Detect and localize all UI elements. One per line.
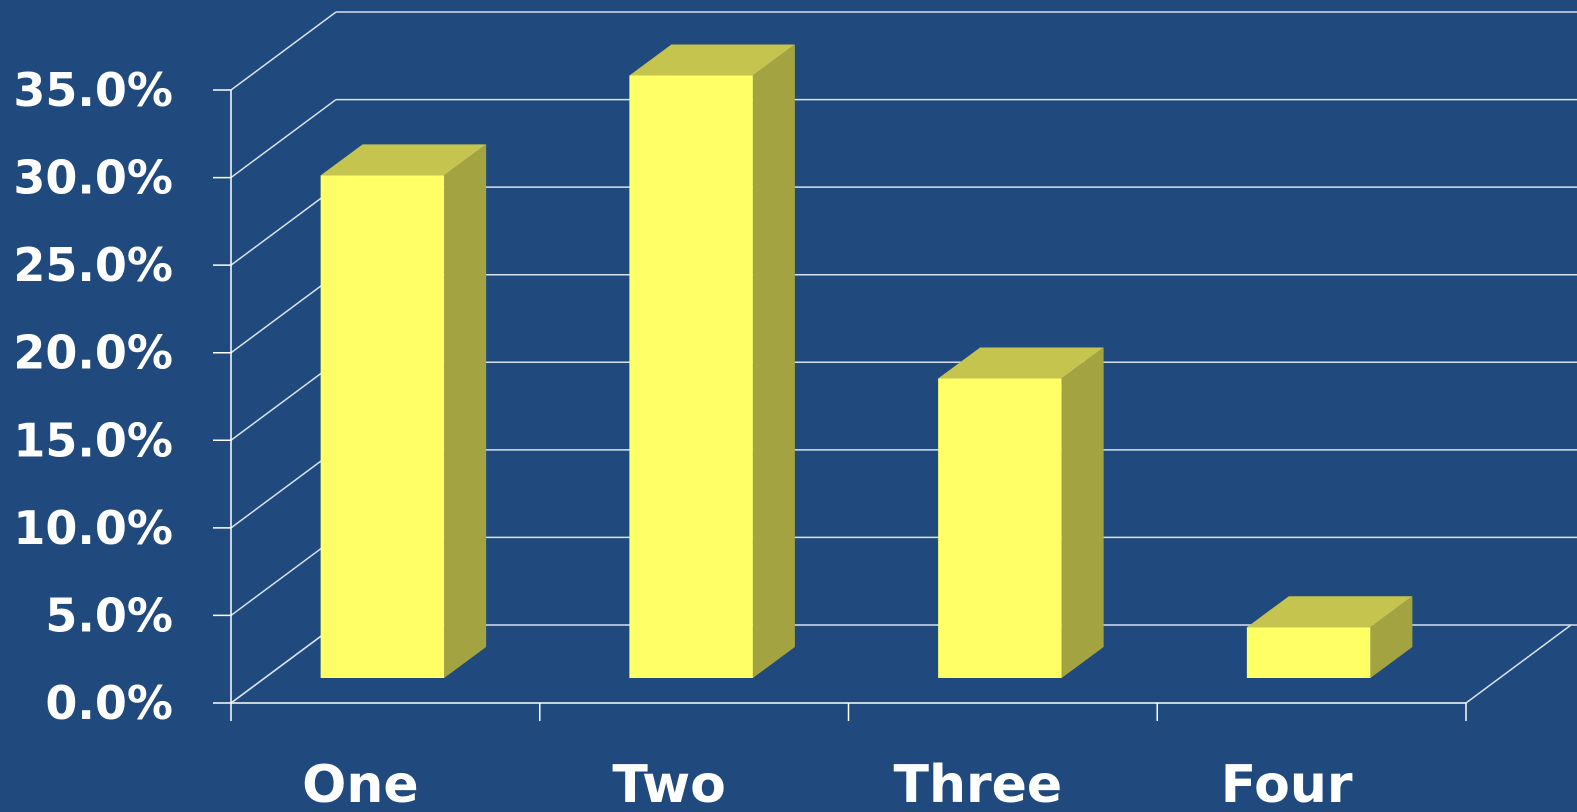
bar-side-face: [444, 144, 487, 679]
bar-four: [1246, 596, 1413, 678]
bar-side-face: [752, 44, 795, 679]
bar-top-face: [629, 44, 795, 76]
bar-front-face: [1246, 627, 1371, 678]
bars: [320, 44, 1413, 679]
labels: 0.0% 5.0% 10.0% 15.0% 20.0% 25.0% 30.0% 35.0% On…: [13, 63, 1352, 812]
y-tick-label: 35.0%: [13, 63, 173, 117]
y-tick-label: 30.0%: [13, 151, 173, 205]
bar-side-face: [1370, 596, 1413, 678]
gridline-side: [230, 274, 337, 354]
axes: [213, 89, 1572, 721]
bar-top-face: [938, 347, 1104, 379]
y-tick-label: 10.0%: [13, 501, 173, 555]
x-category-label: Four: [1221, 755, 1353, 812]
gridline-side: [230, 449, 337, 529]
gridline-side: [230, 11, 337, 91]
y-tick-label: 15.0%: [13, 413, 173, 467]
bar-top-face: [1246, 596, 1413, 628]
y-tick-label: 25.0%: [13, 238, 173, 292]
y-tick-label: 0.0%: [45, 676, 173, 730]
y-tick-label: 20.0%: [13, 326, 173, 380]
bar-two: [629, 44, 795, 679]
x-category-label: One: [302, 755, 419, 812]
gridline-side: [230, 361, 337, 441]
gridline-side: [230, 186, 337, 266]
bar-top-face: [320, 144, 487, 176]
y-tick-label: 5.0%: [45, 588, 173, 642]
x-category-label: Two: [612, 755, 726, 812]
bar-front-face: [320, 175, 445, 678]
bar-side-face: [1061, 347, 1104, 678]
x-category-label: Three: [894, 755, 1063, 812]
bar-one: [320, 144, 487, 679]
gridline-side: [230, 536, 337, 617]
floor-left-edge: [230, 624, 337, 704]
bar-front-face: [629, 75, 753, 679]
gridline-side: [230, 98, 337, 179]
bar-three: [938, 347, 1104, 678]
floor-right-edge: [1465, 624, 1572, 704]
bar-front-face: [938, 378, 1062, 678]
